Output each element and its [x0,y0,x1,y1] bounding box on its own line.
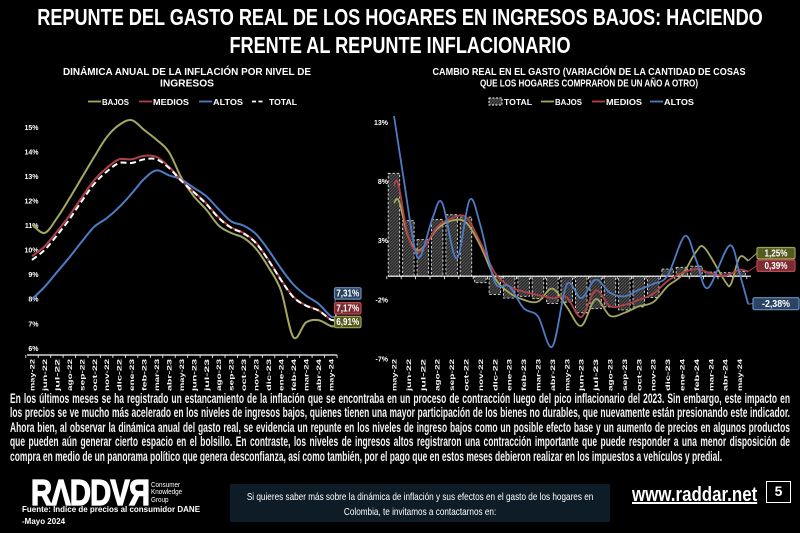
svg-text:6%: 6% [28,346,39,353]
svg-text:14%: 14% [24,150,39,157]
svg-text:INGRESOS: INGRESOS [160,78,214,90]
svg-text:may-23: may-23 [564,358,571,391]
svg-text:feb-24: feb-24 [694,358,701,391]
svg-text:0,39%: 0,39% [765,260,789,272]
svg-text:dic-23: dic-23 [665,358,672,391]
svg-text:6,91%: 6,91% [336,316,360,328]
svg-text:9%: 9% [28,272,39,279]
svg-text:nov-23: nov-23 [651,358,658,391]
svg-text:MEDIOS: MEDIOS [153,97,189,107]
svg-text:sep-23: sep-23 [229,358,236,391]
svg-text:nov-22: nov-22 [478,358,485,391]
svg-text:oct-22: oct-22 [92,358,99,391]
svg-text:13%: 13% [374,120,389,127]
svg-text:8%: 8% [378,179,389,186]
svg-text:jul-23: jul-23 [204,358,211,393]
svg-text:ago-22: ago-22 [67,358,74,391]
svg-text:may-24: may-24 [328,358,335,391]
svg-text:7,31%: 7,31% [336,288,360,300]
svg-text:-2%: -2% [376,297,389,304]
svg-text:dic-22: dic-22 [492,358,499,391]
svg-text:7,17%: 7,17% [336,303,360,315]
svg-text:may-22: may-22 [392,358,399,391]
svg-text:feb-23: feb-23 [142,358,149,391]
svg-text:MEDIOS: MEDIOS [606,97,642,107]
svg-text:abr-24: abr-24 [723,358,730,391]
svg-text:nov-23: nov-23 [254,358,261,391]
svg-text:15%: 15% [24,125,39,132]
svg-text:11%: 11% [25,223,39,230]
svg-text:10%: 10% [24,248,39,255]
svg-text:dic-22: dic-22 [117,358,124,391]
svg-text:nov-22: nov-22 [104,358,111,391]
svg-text:ago-23: ago-23 [216,358,223,391]
svg-text:dic-23: dic-23 [266,358,273,391]
svg-text:TOTAL: TOTAL [269,97,297,107]
svg-text:sep-23: sep-23 [622,358,629,391]
svg-text:mar-23: mar-23 [154,358,161,391]
svg-text:jul-22: jul-22 [54,358,61,393]
svg-text:sep-22: sep-22 [449,358,456,391]
svg-text:feb-24: feb-24 [291,358,298,391]
svg-text:oct-23: oct-23 [636,358,643,391]
svg-text:oct-23: oct-23 [241,358,248,391]
svg-text:ALTOS: ALTOS [664,97,694,107]
svg-text:BAJOS: BAJOS [555,97,582,107]
svg-text:7%: 7% [28,321,39,328]
svg-text:abr-23: abr-23 [166,358,173,391]
svg-text:mar-23: mar-23 [536,358,543,391]
svg-text:BAJOS: BAJOS [102,97,129,107]
svg-text:may-23: may-23 [179,358,186,391]
svg-text:CAMBIO REAL EN EL GASTO (VARIA: CAMBIO REAL EN EL GASTO (VARIACIÓN DE LA… [433,65,746,78]
svg-text:mar-24: mar-24 [303,358,310,391]
svg-text:8%: 8% [28,297,39,304]
svg-text:feb-23: feb-23 [521,358,528,391]
svg-text:12%: 12% [24,199,39,206]
svg-text:may-22: may-22 [30,358,37,391]
svg-text:sep-22: sep-22 [79,358,86,391]
svg-text:ago-23: ago-23 [608,358,615,391]
svg-text:jul-22: jul-22 [420,358,427,393]
svg-text:-7%: -7% [376,356,389,363]
svg-text:DINÁMICA ANUAL DE LA INFLACIÓN: DINÁMICA ANUAL DE LA INFLACIÓN POR NIVEL… [63,65,311,78]
svg-text:oct-22: oct-22 [464,358,471,391]
svg-text:-2,38%: -2,38% [762,298,791,310]
svg-text:abr-23: abr-23 [550,358,557,391]
svg-text:mar-24: mar-24 [708,358,715,391]
svg-text:1,25%: 1,25% [765,247,789,259]
svg-text:3%: 3% [378,238,389,245]
svg-text:TOTAL: TOTAL [504,97,532,107]
svg-text:QUE LOS HOGARES COMPRARON DE U: QUE LOS HOGARES COMPRARON DE UN AÑO A OT… [480,77,698,90]
svg-text:jun-22: jun-22 [406,358,413,393]
svg-text:ene-24: ene-24 [680,358,687,391]
svg-text:ago-22: ago-22 [435,358,442,391]
svg-text:may-24: may-24 [737,358,744,391]
svg-text:jun-23: jun-23 [191,358,198,393]
svg-text:jun-22: jun-22 [42,358,49,393]
svg-text:jun-23: jun-23 [579,358,586,393]
svg-text:ene-23: ene-23 [129,358,136,391]
svg-text:13%: 13% [24,174,39,181]
svg-text:ene-24: ene-24 [279,358,286,391]
svg-text:abr-24: abr-24 [316,358,323,391]
svg-text:ALTOS: ALTOS [213,97,243,107]
svg-text:jul-23: jul-23 [593,358,600,393]
svg-text:ene-23: ene-23 [507,358,514,391]
